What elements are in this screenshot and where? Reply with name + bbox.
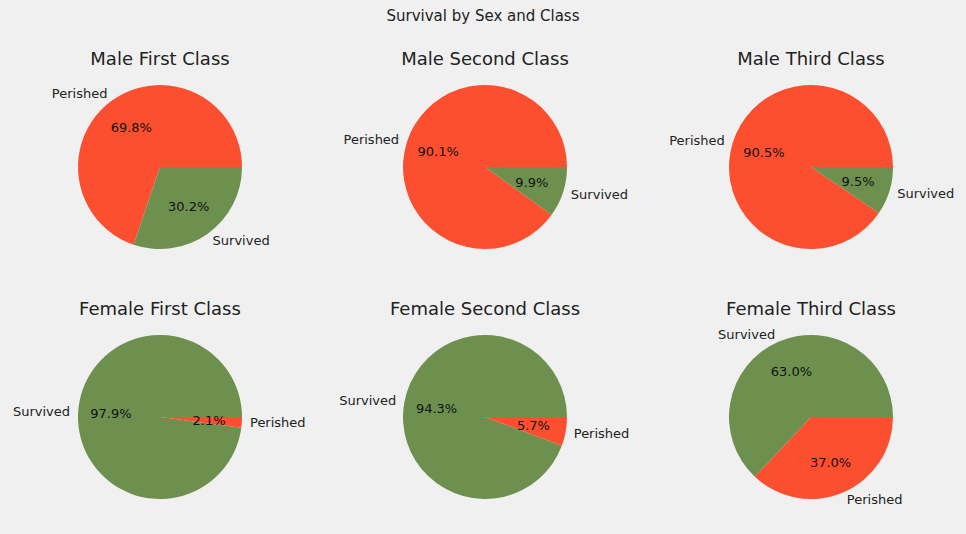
slice	[811, 167, 893, 213]
slice-label: Survived	[571, 187, 628, 202]
slice-label: Perished	[669, 133, 725, 148]
data-label: 2.1%	[193, 413, 226, 428]
slices	[403, 335, 567, 499]
suptitle: Survival by Sex and Class	[387, 7, 580, 25]
slice	[78, 335, 242, 499]
pie-chart: Female Second Class Survived 94.3% Perished…	[339, 298, 629, 499]
data-label: 90.1%	[418, 144, 459, 159]
slices	[78, 85, 242, 249]
data-label: 69.8%	[111, 120, 152, 135]
slice-label: Survived	[897, 186, 954, 201]
slice-label: Perished	[574, 426, 630, 441]
pie-chart: Female Third Class Survived 63.0% Perished 3…	[718, 298, 902, 507]
slice-label: Perished	[250, 415, 306, 430]
pie-chart: Female First Class Survived 97.9% Perished 2…	[13, 298, 306, 499]
slice-label: Perished	[847, 492, 903, 507]
pie-chart: Male Third Class Perished 90.5% Survived 9.5…	[669, 48, 954, 249]
data-label: 9.5%	[842, 174, 875, 189]
figure: Survival by Sex and Class Male First Clas…	[0, 0, 966, 534]
slice-label: Survived	[718, 327, 775, 342]
slice	[485, 417, 567, 446]
chart-title: Male Second Class	[401, 48, 569, 69]
slice	[403, 85, 567, 249]
background	[0, 0, 966, 534]
slice-label: Survived	[339, 393, 396, 408]
chart-title: Female First Class	[79, 298, 241, 319]
slice	[403, 335, 567, 499]
slice	[755, 417, 893, 499]
slice	[729, 85, 893, 249]
chart-title: Female Second Class	[390, 298, 580, 319]
slices	[729, 335, 893, 499]
data-label: 5.7%	[517, 418, 550, 433]
labels: Perished 90.1% Survived 9.9%	[344, 132, 628, 202]
slice-label: Survived	[13, 404, 70, 419]
slices	[78, 335, 242, 499]
data-label: 9.9%	[515, 175, 548, 190]
chart-title: Female Third Class	[726, 298, 896, 319]
labels: Perished 90.5% Survived 9.5%	[669, 133, 954, 201]
chart-title: Male Third Class	[737, 48, 884, 69]
data-label: 30.2%	[168, 199, 209, 214]
slice	[485, 167, 567, 215]
slice-label: Perished	[344, 132, 400, 147]
labels: Survived 63.0% Perished 37.0%	[718, 327, 902, 508]
data-label: 97.9%	[90, 406, 131, 421]
labels: Survived 94.3% Perished 5.7%	[339, 393, 629, 440]
slices	[403, 85, 567, 249]
data-label: 94.3%	[416, 401, 457, 416]
pie-chart: Male Second Class Perished 90.1% Survived 9.…	[344, 48, 628, 249]
slice-label: Survived	[213, 233, 270, 248]
data-label: 63.0%	[771, 364, 812, 379]
data-label: 37.0%	[810, 455, 851, 470]
labels: Survived 97.9% Perished 2.1%	[13, 404, 306, 431]
slice-label: Perished	[52, 86, 108, 101]
chart-title: Male First Class	[90, 48, 229, 69]
labels: Perished 69.8% Survived 30.2%	[52, 86, 270, 248]
data-label: 90.5%	[743, 145, 784, 160]
pie-chart: Male First Class Perished 69.8% Survived 30.…	[52, 48, 270, 249]
slices	[729, 85, 893, 249]
